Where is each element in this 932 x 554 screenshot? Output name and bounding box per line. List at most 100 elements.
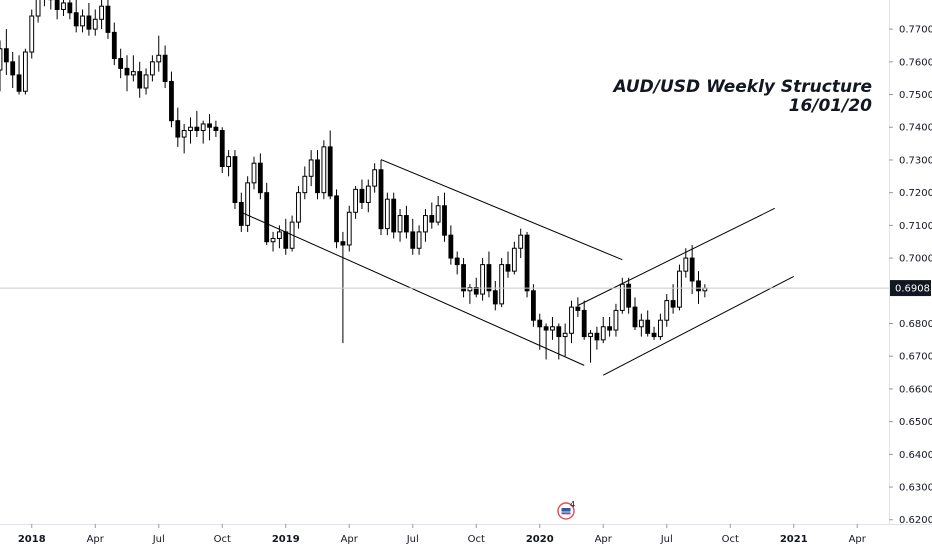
candle-body [467,287,473,292]
candle-body [435,205,441,223]
candle [35,0,41,23]
candle [289,215,295,252]
candle-body [194,126,200,132]
last-price-text: 0.69083 [895,284,932,295]
candle-body [626,283,632,308]
candle-body [181,130,187,138]
candle-body [175,120,181,138]
candle [588,330,593,363]
candle-body [600,326,606,341]
candle [657,313,663,340]
candle-body [118,58,124,69]
candle-body [365,185,371,203]
candle [480,258,486,301]
candle [124,55,130,92]
candle-body [238,201,244,226]
candle-body [29,15,35,53]
candle-body [92,18,98,30]
candle-body [22,51,28,92]
candle [200,120,206,144]
candle [156,35,162,72]
candle-body [162,54,168,82]
candle-body [607,326,613,331]
candle-body [169,80,174,122]
candle-body [378,169,384,230]
candle-body [54,0,60,10]
candle-body [219,130,225,167]
candle-body [403,215,409,233]
x-tick-label: Oct [722,534,739,545]
candle-body [10,61,16,76]
candle-body [473,287,479,295]
candle [410,218,416,255]
candle [43,0,45,7]
candle [575,297,581,317]
candle [505,251,511,278]
candle [384,192,390,236]
candle-body [207,123,212,128]
candle [130,55,136,82]
candle [238,192,244,232]
candle-body [391,198,397,233]
candle-body [257,162,263,194]
candle-body [61,2,66,10]
candle [10,52,16,88]
candle [169,71,174,128]
candle [696,271,701,304]
candle [569,300,574,344]
candle [137,61,143,98]
candle-body [283,231,289,249]
time-axis[interactable]: 2018 Apr Jul Oct 2019 Apr Jul Oct 2020 Apr Jul Oct 2… [18,524,867,545]
candle-body [99,5,105,20]
candle [613,303,619,337]
candle [486,251,492,298]
candle-body [530,290,536,321]
candle-body [556,326,562,338]
x-tick-label: Oct [214,534,231,545]
candle [92,9,98,36]
candle-body [296,192,301,223]
candle-body [562,332,568,338]
candle [677,264,682,311]
candle [473,277,479,298]
candle-body [86,15,92,30]
candle-body [384,198,390,230]
candle-body [16,74,22,92]
candle [175,107,181,147]
candle [435,195,441,226]
x-tick-label: Jul [406,534,419,545]
candle [226,150,232,177]
candle-body [245,182,251,226]
candle-body [251,162,257,184]
candle [232,150,238,210]
candle [251,156,257,190]
candle-body [651,332,657,338]
candle [29,9,35,59]
economic-event-icon[interactable]: 4 [557,500,575,520]
candle-body [619,283,625,311]
chart-subtitle: 16/01/20 [789,96,873,116]
candle [3,29,9,75]
candle [207,114,212,141]
drawings-layer [241,159,794,376]
candle [448,225,454,265]
candle-body [575,306,581,311]
chart-title: AUD/USD Weekly Structure [611,77,872,97]
candle [607,316,613,337]
candle-body [315,159,320,194]
candle-body [346,211,352,246]
candle-body [67,2,73,14]
candle-body [638,319,644,328]
candle [537,313,543,350]
candle [308,150,314,187]
last-price-label: 0.69083 [890,280,932,297]
